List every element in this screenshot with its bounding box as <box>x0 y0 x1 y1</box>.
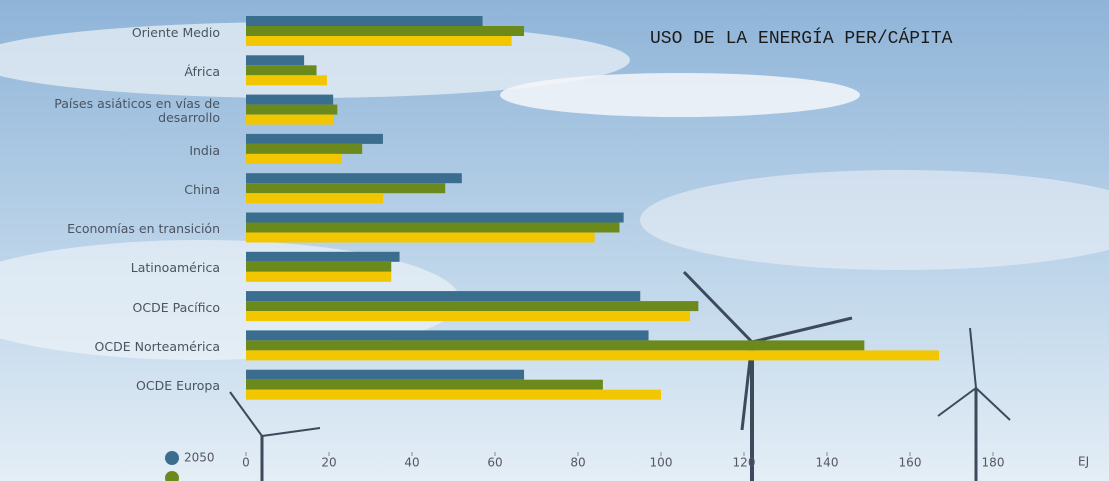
bar <box>246 232 595 243</box>
y-tick-label: OCDE Norteamérica <box>94 339 220 355</box>
bar <box>246 26 525 36</box>
bar <box>246 212 624 223</box>
bar <box>246 261 392 272</box>
bar <box>246 301 699 312</box>
y-tick-label: China <box>184 181 220 197</box>
x-tick-label: 160 <box>899 456 922 470</box>
x-tick-label: 60 <box>487 456 502 470</box>
y-tick-label: OCDE Europa <box>136 378 220 394</box>
bar <box>246 271 392 282</box>
legend-marker <box>165 451 179 465</box>
y-tick-label: India <box>189 142 220 158</box>
bar <box>246 330 649 341</box>
bar <box>246 291 641 302</box>
bar <box>246 350 940 361</box>
bar <box>246 153 342 164</box>
bar <box>246 36 512 46</box>
y-tick-label: Economías en transición <box>67 221 220 237</box>
x-tick-label: 0 <box>242 456 250 470</box>
x-tick-label: 100 <box>650 456 673 470</box>
x-tick-label: 140 <box>816 456 839 470</box>
y-tick-label: Países asiáticos en vías de desarrollo <box>54 96 220 126</box>
bar <box>246 193 383 204</box>
bar <box>246 173 462 184</box>
bar <box>246 222 620 233</box>
legend-label: 2050 <box>184 451 215 465</box>
bar <box>246 389 661 400</box>
x-tick-label: 40 <box>404 456 419 470</box>
bar <box>246 369 525 380</box>
bar <box>246 143 363 154</box>
x-tick-label: 80 <box>570 456 585 470</box>
bar <box>246 75 327 86</box>
bar <box>246 311 691 322</box>
bar <box>246 340 865 351</box>
bar <box>246 183 446 194</box>
bar <box>246 133 383 144</box>
y-tick-label: OCDE Pacífico <box>132 299 220 315</box>
legend-marker <box>165 471 179 481</box>
y-tick-label: África <box>184 63 220 79</box>
bar <box>246 379 603 390</box>
chart-title: USO DE LA ENERGÍA PER/CÁPITA <box>650 27 953 49</box>
bar <box>246 114 334 125</box>
bar <box>246 55 305 66</box>
cloud <box>640 170 1109 270</box>
y-tick-label: Oriente Medio <box>131 24 220 40</box>
x-tick-label: 20 <box>321 456 336 470</box>
x-tick-label: 180 <box>982 456 1005 470</box>
x-tick-label: 120 <box>733 456 756 470</box>
bar <box>246 94 334 105</box>
bar <box>246 104 338 115</box>
x-axis-label: EJ <box>1078 455 1089 469</box>
cloud <box>500 73 860 117</box>
bar <box>246 251 400 262</box>
bar <box>246 16 483 26</box>
bar <box>246 65 317 76</box>
y-tick-label: Latinoamérica <box>130 260 220 276</box>
